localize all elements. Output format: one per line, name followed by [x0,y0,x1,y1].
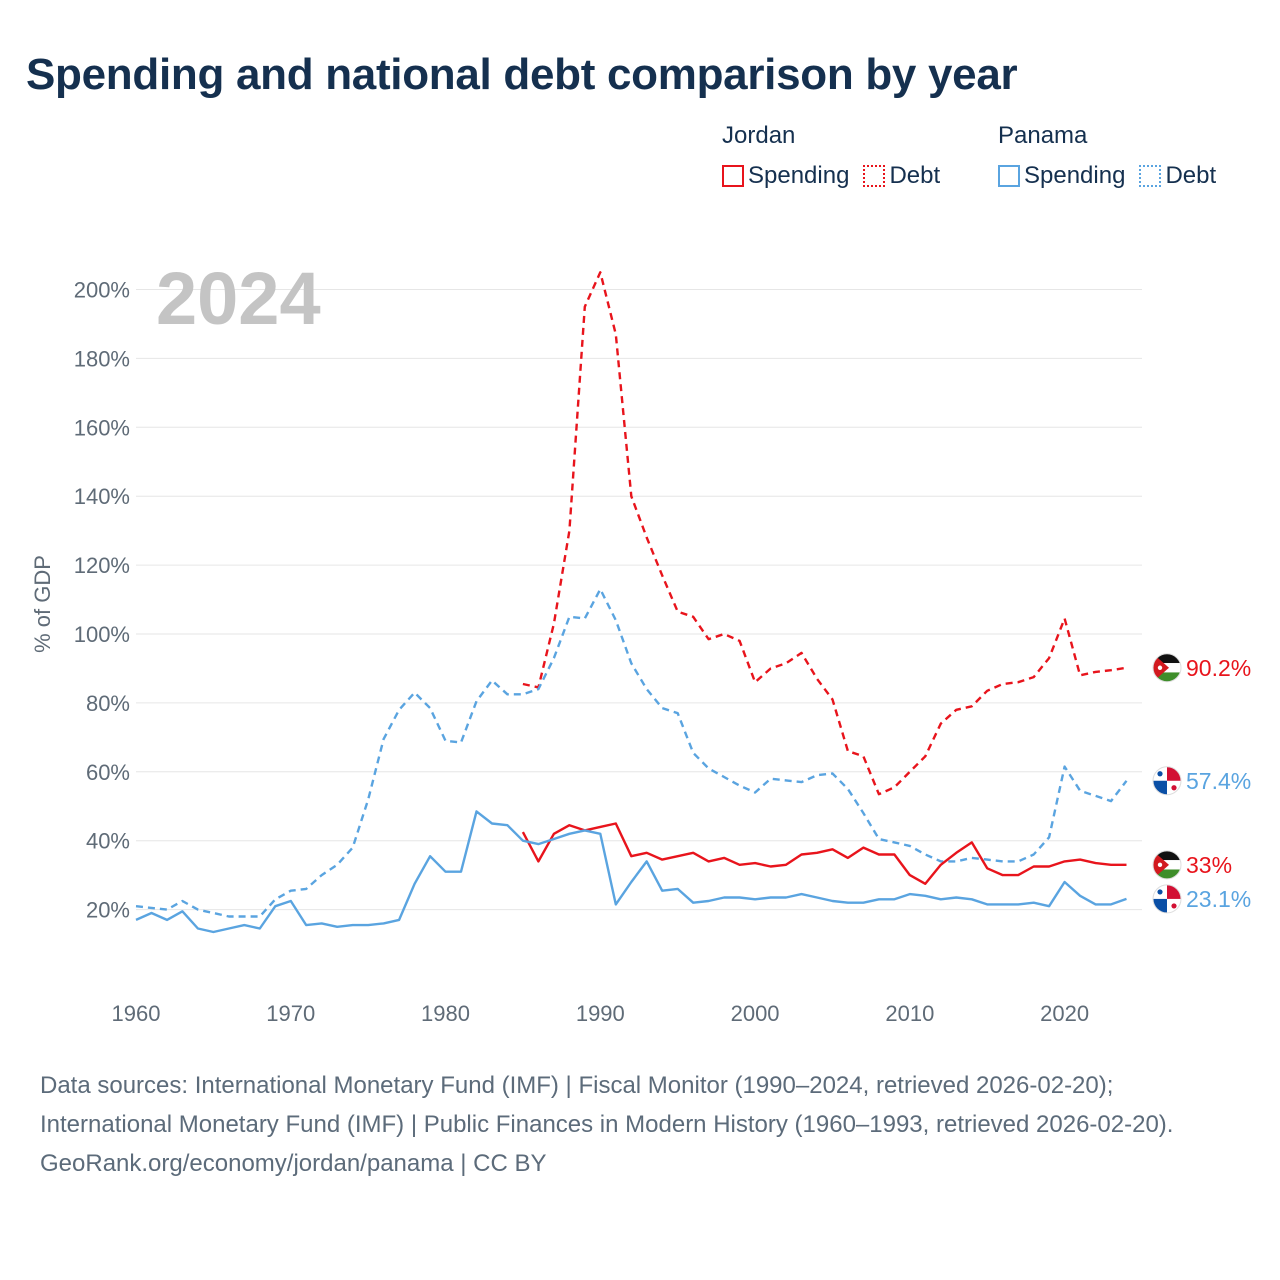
end-value-label: 33% [1186,852,1232,878]
y-tick-label: 60% [86,760,130,785]
x-tick-label: 2010 [885,1001,934,1026]
end-value-label: 57.4% [1186,768,1251,794]
chart-title: Spending and national debt comparison by… [26,50,1018,99]
legend-item-panama-spending[interactable]: Spending [998,162,1125,190]
end-value-label: 23.1% [1186,886,1251,912]
y-tick-label: 180% [74,346,130,371]
legend-swatch-dotted [1139,165,1162,187]
attribution-link[interactable]: GeoRank.org/economy/jordan/panama | CC B… [40,1150,547,1177]
legend-item-label: Spending [1024,162,1126,189]
jordan-flag-icon [1152,653,1182,683]
y-tick-label: 40% [86,829,130,854]
y-axis-label: % of GDP [30,555,55,653]
x-tick-label: 1990 [576,1001,625,1026]
legend-swatch-solid [722,165,744,187]
y-tick-label: 20% [86,898,130,923]
y-tick-label: 120% [74,553,130,578]
source-notes: Data sources: International Monetary Fun… [40,1066,1240,1183]
y-tick-label: 100% [74,622,130,647]
x-tick-label: 2020 [1040,1001,1089,1026]
series-line-panama-spending [135,810,1127,934]
x-tick-label: 1960 [112,1001,161,1026]
legend-item-label: Debt [1165,162,1217,189]
legend-item-panama-debt[interactable]: Debt [1139,162,1216,190]
legend-swatch-solid [998,165,1020,187]
panama-flag-icon [1152,884,1182,914]
legend-item-label: Spending [748,162,850,189]
legend-group-title: Jordan [722,122,796,149]
legend-swatch-dotted [863,165,886,187]
series-line-panama-debt [135,588,1128,918]
legend-item-label: Debt [889,162,941,189]
series-line-jordan-debt [522,271,1127,796]
legend-item-jordan-spending[interactable]: Spending [722,162,849,190]
y-tick-label: 80% [86,691,130,716]
legend-group-jordan: Jordan Spending Debt [722,122,940,190]
legend-group-title: Panama [998,122,1088,149]
legend-item-jordan-debt[interactable]: Debt [863,162,940,190]
x-tick-label: 1980 [421,1001,470,1026]
legend-group-panama: Panama Spending Debt [998,122,1216,190]
panama-flag-icon [1152,766,1182,796]
x-tick-label: 1970 [266,1001,315,1026]
x-tick-label: 2000 [731,1001,780,1026]
y-tick-label: 200% [74,278,130,303]
y-tick-label: 160% [74,415,130,440]
data-sources-text: Data sources: International Monetary Fun… [40,1072,1174,1138]
y-tick-label: 140% [74,484,130,509]
end-value-label: 90.2% [1186,655,1251,681]
series-line-jordan-spending [521,822,1127,885]
line-chart: 20% 40% 60% 80% 100% 120% 140% 160% 180% 200% 1960… [30,257,1251,1026]
jordan-flag-icon [1152,850,1182,880]
year-label: 2024 [156,257,321,340]
